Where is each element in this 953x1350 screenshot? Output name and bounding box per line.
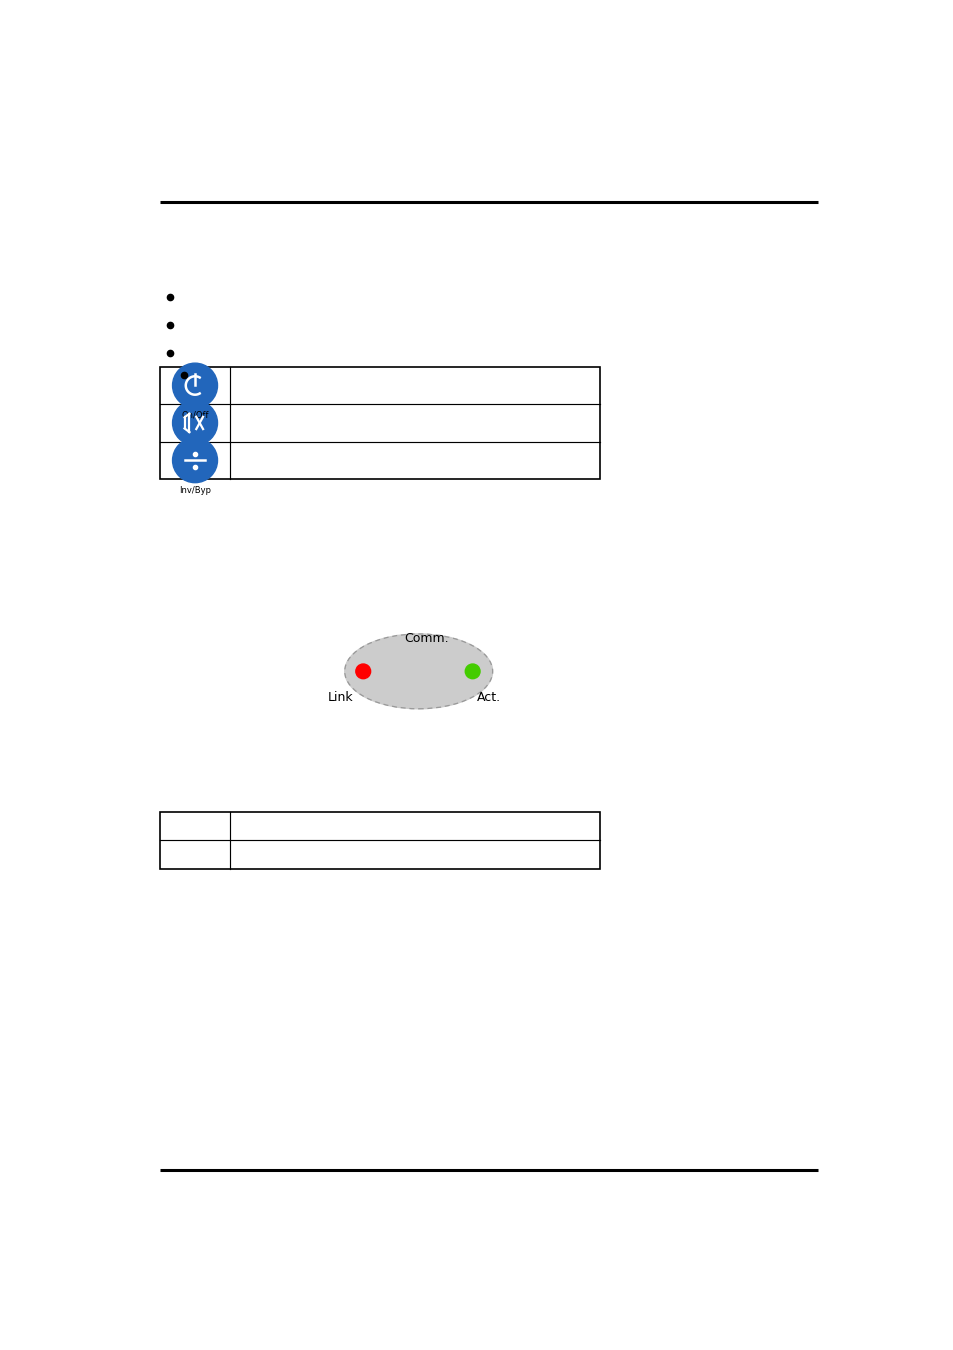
Text: Inv/Byp: Inv/Byp <box>179 486 211 495</box>
Text: On/Off: On/Off <box>181 410 209 420</box>
Ellipse shape <box>172 401 217 446</box>
Ellipse shape <box>172 363 217 408</box>
Bar <box>160 811 599 869</box>
Ellipse shape <box>172 437 217 483</box>
Ellipse shape <box>355 664 370 679</box>
Ellipse shape <box>344 634 492 709</box>
Text: Link: Link <box>328 691 354 705</box>
Text: Act.: Act. <box>476 691 500 705</box>
Text: Comm.: Comm. <box>403 632 448 645</box>
Ellipse shape <box>465 664 479 679</box>
Bar <box>160 367 599 479</box>
